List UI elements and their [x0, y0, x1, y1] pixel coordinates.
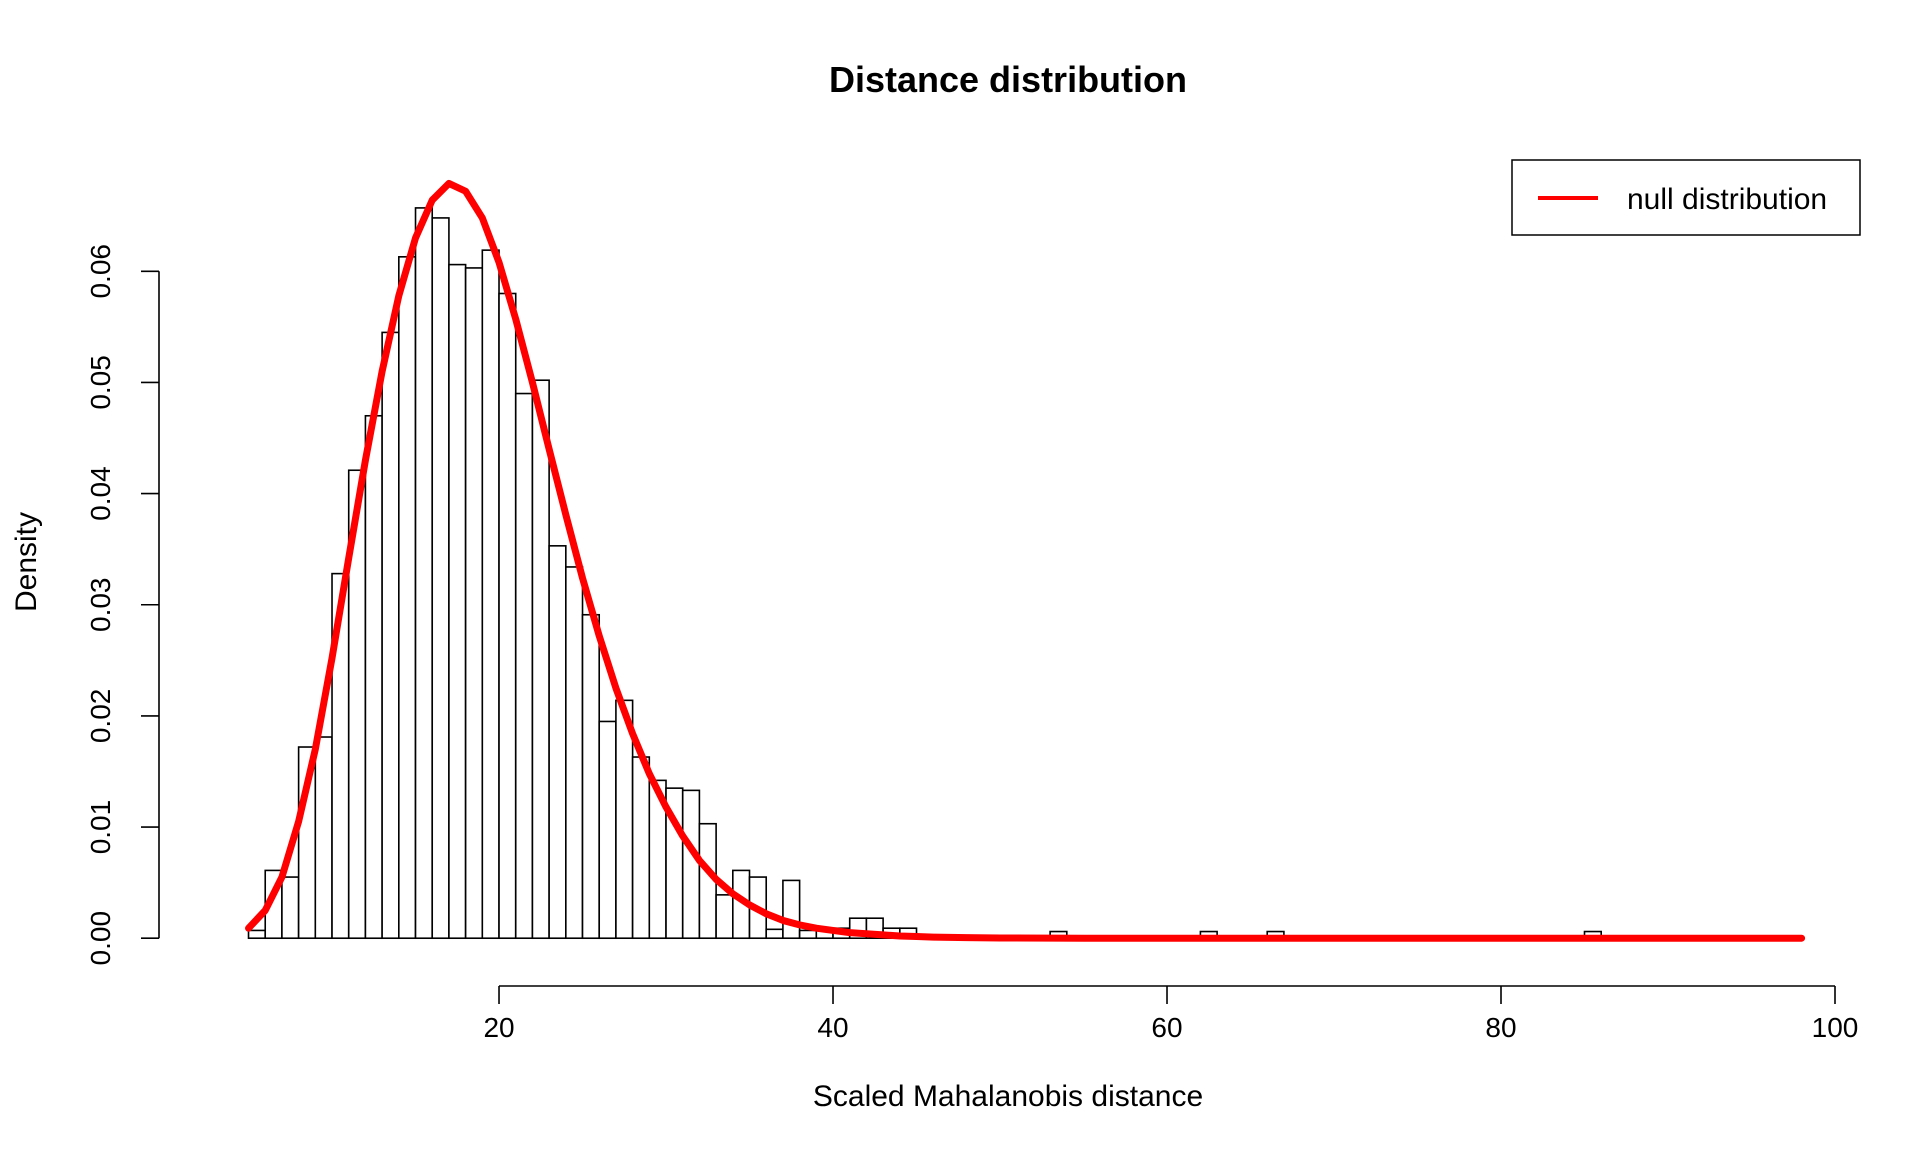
histogram-bar	[548, 545, 567, 940]
histogram-bar	[565, 566, 584, 940]
histogram-bar	[715, 894, 734, 940]
histogram-bar	[364, 414, 383, 940]
x-axis-label: Scaled Mahalanobis distance	[813, 1080, 1203, 1113]
legend: null distribution	[1511, 159, 1861, 236]
histogram-bar	[681, 789, 701, 940]
y-tick-label: 0.03	[85, 577, 116, 632]
legend-label-null-distribution: null distribution	[1627, 183, 1827, 216]
histogram-bars	[247, 207, 1803, 940]
histogram-bar	[481, 249, 500, 940]
y-tick-label: 0.04	[85, 466, 116, 520]
histogram-bar	[765, 928, 784, 940]
x-tick-label: 100	[1812, 1012, 1859, 1043]
histogram-bar	[431, 217, 450, 940]
histogram-bar	[498, 292, 517, 940]
y-axis: 0.00 0.01 0.02 0.03 0.04 0.05 0.06	[85, 244, 160, 966]
histogram-bar	[381, 331, 400, 940]
histogram-bar	[598, 720, 617, 940]
y-tick-label: 0.06	[85, 244, 116, 299]
histogram-bar	[414, 207, 434, 940]
histogram-bar	[464, 267, 484, 940]
x-tick-label: 80	[1485, 1012, 1516, 1043]
y-tick-label: 0.01	[85, 800, 116, 855]
x-tick-label: 40	[817, 1012, 848, 1043]
histogram-bar	[531, 379, 550, 940]
histogram-bar	[631, 756, 651, 940]
histogram-bar	[448, 263, 467, 940]
histogram-bar	[581, 613, 601, 940]
series-line-null-distribution	[245, 179, 1806, 942]
y-axis-label: Density	[10, 512, 43, 612]
x-tick-label: 60	[1151, 1012, 1182, 1043]
histogram-bar	[514, 392, 534, 940]
x-axis: 20 40 60 80 100	[483, 985, 1859, 1043]
histogram-bar	[398, 256, 417, 940]
chart-title: Distance distribution	[829, 59, 1187, 100]
y-tick-label: 0.00	[85, 911, 116, 966]
y-tick-label: 0.02	[85, 689, 116, 744]
histogram-bar	[798, 929, 818, 940]
histogram-bar	[281, 876, 300, 940]
histogram-bar	[247, 929, 267, 940]
x-tick-label: 20	[483, 1012, 514, 1043]
y-tick-label: 0.05	[85, 355, 116, 410]
histogram-bar	[314, 736, 333, 940]
histogram-bar	[782, 879, 801, 940]
